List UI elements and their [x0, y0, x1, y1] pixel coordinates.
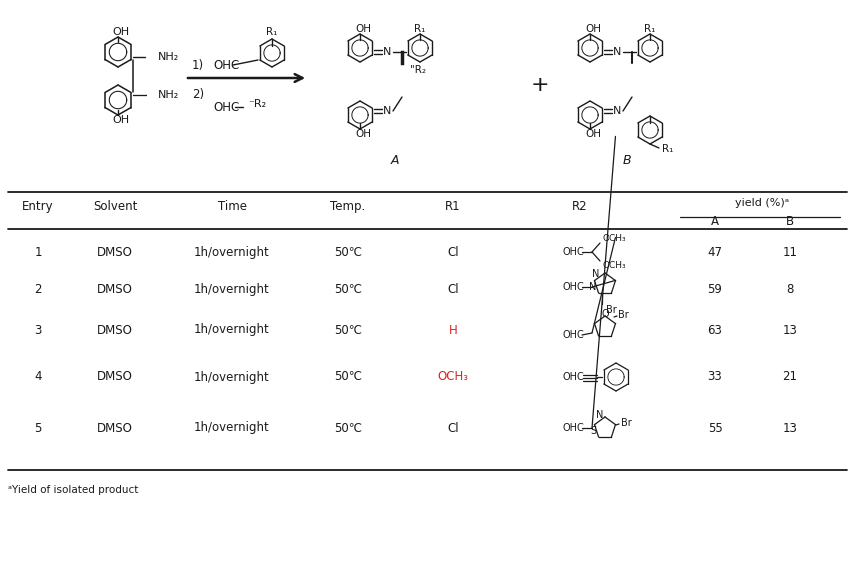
Text: 47: 47 [707, 246, 722, 259]
Text: Temp.: Temp. [330, 200, 366, 213]
Text: NH₂: NH₂ [158, 52, 180, 62]
Text: 1h/overnight: 1h/overnight [194, 324, 270, 337]
Text: 1h/overnight: 1h/overnight [194, 370, 270, 384]
Text: 50℃: 50℃ [334, 324, 362, 337]
Text: OCH₃: OCH₃ [602, 233, 626, 242]
Text: OHC: OHC [213, 58, 239, 71]
Text: OH: OH [113, 115, 130, 125]
Text: A: A [711, 214, 719, 228]
Text: N: N [383, 47, 392, 57]
Text: DMSO: DMSO [97, 324, 133, 337]
Text: 1: 1 [34, 246, 42, 259]
Text: OH: OH [113, 27, 130, 37]
Text: 50℃: 50℃ [334, 370, 362, 384]
Text: 2): 2) [192, 88, 204, 100]
Text: 59: 59 [708, 283, 722, 296]
Text: N: N [596, 410, 604, 420]
Text: 2: 2 [34, 283, 42, 296]
Text: R₁: R₁ [415, 24, 426, 34]
Text: DMSO: DMSO [97, 421, 133, 435]
Text: H: H [449, 324, 457, 337]
Text: ⁻R₂: ⁻R₂ [248, 99, 266, 109]
Text: A: A [391, 154, 399, 167]
Text: Solvent: Solvent [93, 200, 137, 213]
Text: Cl: Cl [447, 246, 459, 259]
Text: 55: 55 [708, 421, 722, 435]
Text: OHC: OHC [562, 247, 584, 257]
Text: 4: 4 [34, 370, 42, 384]
Text: "R₂: "R₂ [410, 65, 426, 75]
Text: 50℃: 50℃ [334, 246, 362, 259]
Text: OH: OH [355, 24, 371, 34]
Text: R₁: R₁ [663, 144, 674, 154]
Text: O: O [601, 309, 609, 319]
Text: OCH₃: OCH₃ [438, 370, 469, 384]
Text: Br: Br [618, 310, 628, 320]
Text: OHC: OHC [562, 330, 584, 340]
Text: OHC: OHC [213, 100, 239, 113]
Text: B: B [786, 214, 794, 228]
Text: OH: OH [585, 24, 601, 34]
Text: ᵃYield of isolated product: ᵃYield of isolated product [8, 485, 139, 495]
Text: Br: Br [621, 418, 632, 428]
Text: NH₂: NH₂ [158, 90, 180, 100]
Text: R₁: R₁ [645, 24, 656, 34]
Text: 33: 33 [708, 370, 722, 384]
Text: 50℃: 50℃ [334, 283, 362, 296]
Text: R1: R1 [445, 200, 461, 213]
Text: S: S [590, 426, 596, 436]
Text: 1): 1) [192, 58, 204, 71]
Text: 11: 11 [782, 246, 798, 259]
Text: Entry: Entry [22, 200, 54, 213]
Text: OH: OH [355, 129, 371, 139]
Text: DMSO: DMSO [97, 246, 133, 259]
Text: N: N [593, 269, 599, 279]
Text: N: N [613, 106, 622, 116]
Text: Cl: Cl [447, 283, 459, 296]
Text: 13: 13 [782, 324, 798, 337]
Text: 13: 13 [782, 421, 798, 435]
Text: N: N [589, 282, 597, 292]
Text: OCH₃: OCH₃ [602, 260, 626, 269]
Text: 50℃: 50℃ [334, 421, 362, 435]
Text: OHC: OHC [562, 423, 584, 433]
Text: N: N [613, 47, 622, 57]
Text: R2: R2 [572, 200, 588, 213]
Text: N: N [383, 106, 392, 116]
Text: OH: OH [585, 129, 601, 139]
Text: DMSO: DMSO [97, 283, 133, 296]
Text: +: + [531, 75, 549, 95]
Text: OHC: OHC [562, 372, 584, 382]
Text: OHC: OHC [562, 282, 584, 292]
Text: 5: 5 [34, 421, 42, 435]
Text: 1h/overnight: 1h/overnight [194, 421, 270, 435]
Text: Time: Time [217, 200, 246, 213]
Text: B: B [622, 154, 631, 167]
Text: Br: Br [606, 305, 616, 315]
Text: DMSO: DMSO [97, 370, 133, 384]
Text: 63: 63 [708, 324, 722, 337]
Text: Cl: Cl [447, 421, 459, 435]
Text: 1h/overnight: 1h/overnight [194, 246, 270, 259]
Text: 8: 8 [787, 283, 793, 296]
Text: yield (%)ᵃ: yield (%)ᵃ [735, 198, 789, 208]
Text: 21: 21 [782, 370, 798, 384]
Text: 1h/overnight: 1h/overnight [194, 283, 270, 296]
Text: 3: 3 [34, 324, 42, 337]
Text: R₁: R₁ [266, 27, 278, 37]
